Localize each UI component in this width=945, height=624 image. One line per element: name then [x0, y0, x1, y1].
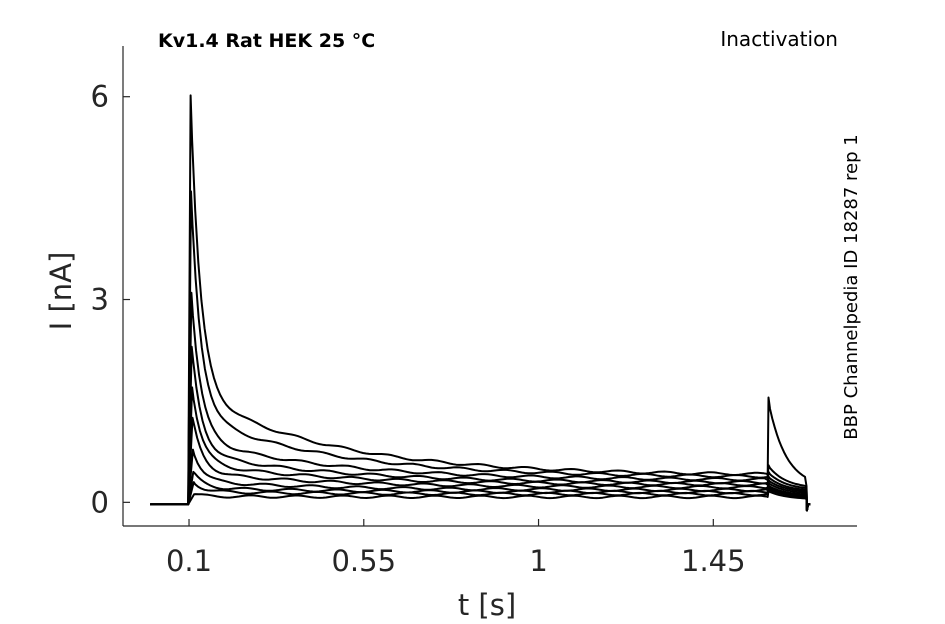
y-tick-label: 3	[91, 283, 109, 317]
source-label: BBP Channelpedia ID 18287 rep 1	[841, 134, 862, 439]
trace-group	[150, 94, 811, 512]
current-trace	[150, 386, 811, 512]
x-axis-label: t [s]	[458, 588, 516, 622]
x-tick-label: 1.45	[681, 544, 746, 578]
x-tick-label: 0.55	[331, 544, 396, 578]
current-trace	[150, 291, 811, 512]
current-trace	[150, 190, 811, 512]
current-trace	[150, 448, 811, 512]
current-trace	[150, 481, 811, 512]
protocol-label: Inactivation	[720, 27, 838, 51]
current-trace	[150, 489, 811, 512]
y-ticks: 0 3 6	[91, 80, 130, 519]
x-tick-label: 0.1	[166, 544, 212, 578]
y-tick-label: 0	[91, 485, 109, 519]
current-trace	[150, 94, 811, 512]
x-tick-label: 1	[529, 544, 547, 578]
y-tick-label: 6	[91, 80, 109, 114]
x-ticks: 0.1 0.55 1 1.45	[166, 519, 746, 578]
axes	[122, 46, 857, 527]
chart-title: Kv1.4 Rat HEK 25 °C	[158, 30, 375, 52]
y-axis-label: I [nA]	[44, 252, 78, 331]
